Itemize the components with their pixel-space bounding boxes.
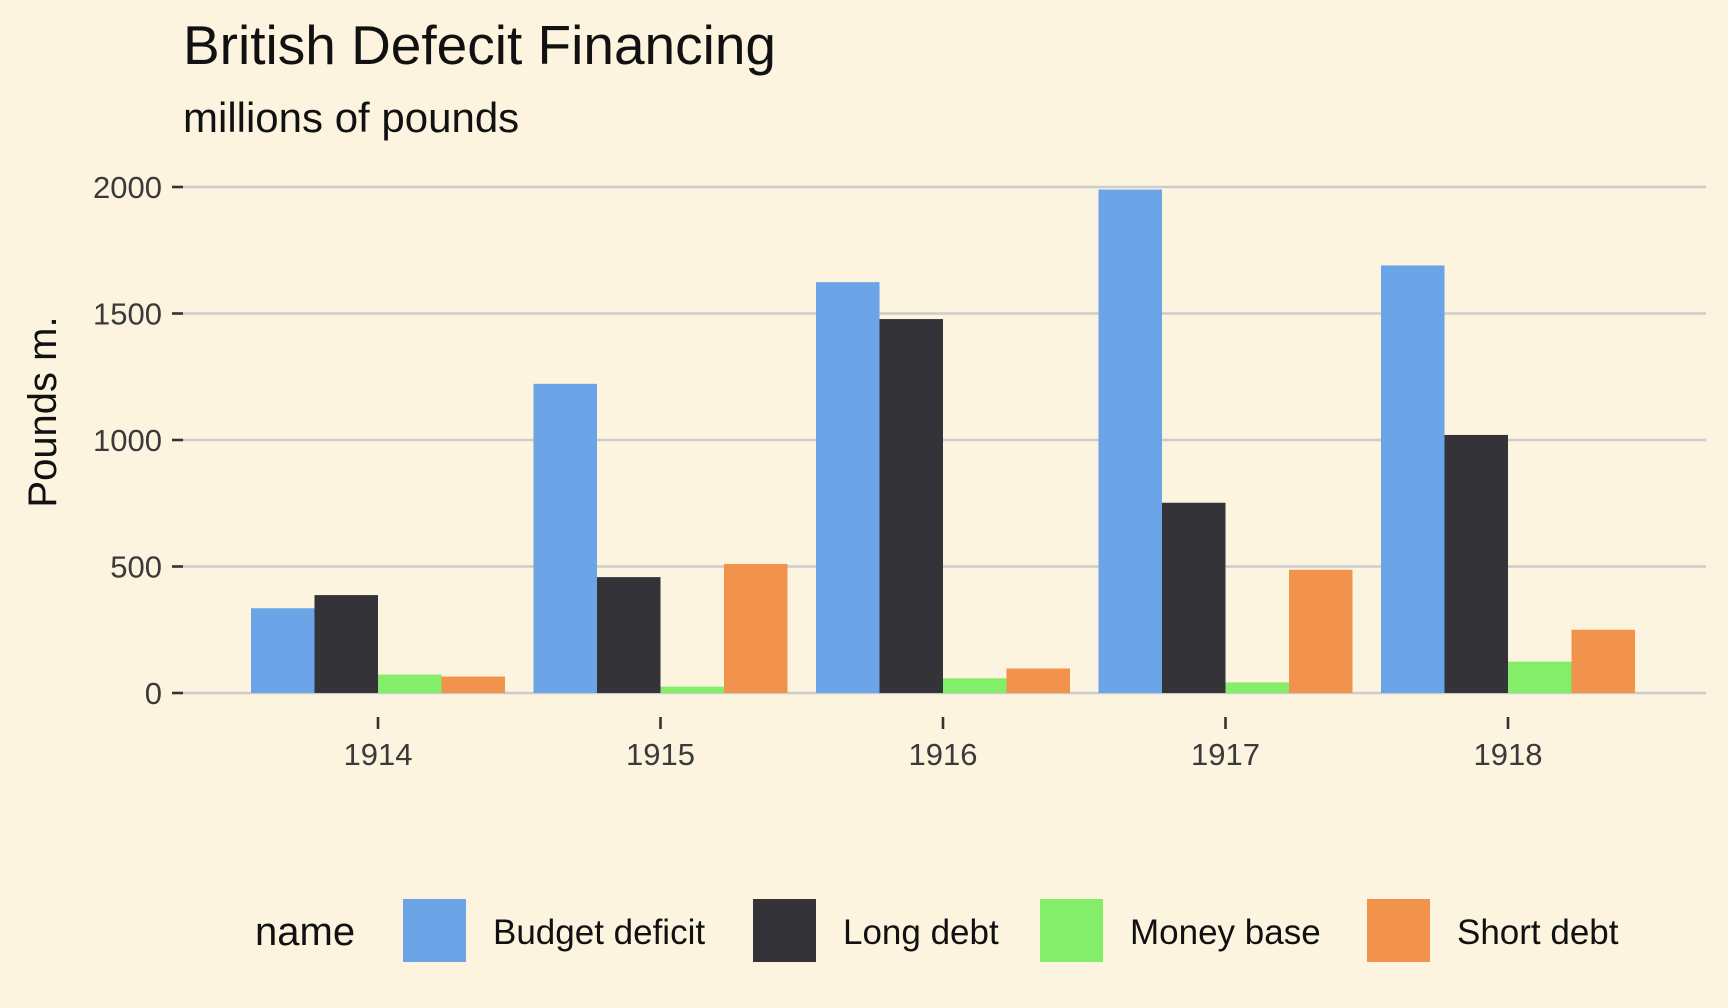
bar-1918-2 <box>1508 661 1572 693</box>
legend-label: Money base <box>1130 913 1321 952</box>
bar-1918-3 <box>1571 629 1635 693</box>
legend: name Budget deficit Long debt Money base Sh… <box>255 899 1619 962</box>
chart-title: British Defecit Financing <box>183 14 776 76</box>
legend-swatch <box>1367 899 1430 962</box>
bar-1915-0 <box>533 383 597 693</box>
bar-1916-1 <box>879 319 943 693</box>
bar-1918-0 <box>1381 265 1445 693</box>
x-tick-label: 1916 <box>909 737 978 772</box>
legend-swatch <box>753 899 816 962</box>
bar-1917-0 <box>1098 189 1162 693</box>
x-tick-label: 1914 <box>344 737 413 772</box>
axes: 0 500 1000 1500 2000 1914 1915 1916 1917 1918 <box>93 170 1542 772</box>
legend-title: name <box>255 910 355 954</box>
bar-1914-3 <box>441 676 505 693</box>
bar-1914-2 <box>378 674 442 693</box>
bar-1917-1 <box>1162 502 1226 693</box>
legend-label: Short debt <box>1457 913 1619 952</box>
y-tick-label: 0 <box>145 676 162 711</box>
legend-label: Budget deficit <box>493 913 705 952</box>
bar-1916-2 <box>943 678 1007 693</box>
bar-1916-3 <box>1006 668 1070 693</box>
x-tick-label: 1917 <box>1191 737 1260 772</box>
legend-swatch <box>403 899 466 962</box>
y-tick-label: 1000 <box>93 423 162 458</box>
bar-1914-0 <box>251 608 315 693</box>
y-axis-label: Pounds m. <box>21 316 65 507</box>
bar-1914-1 <box>314 595 378 693</box>
chart-subtitle: millions of pounds <box>183 94 519 141</box>
bar-1917-2 <box>1225 682 1289 693</box>
legend-label: Long debt <box>843 913 999 952</box>
bar-1915-1 <box>597 577 661 693</box>
legend-swatch <box>1040 899 1103 962</box>
y-tick-label: 500 <box>110 550 162 585</box>
x-tick-label: 1915 <box>626 737 695 772</box>
y-tick-label: 1500 <box>93 297 162 332</box>
bar-1917-3 <box>1289 569 1353 693</box>
x-tick-label: 1918 <box>1474 737 1543 772</box>
bar-1915-3 <box>724 563 788 693</box>
bar-1916-0 <box>816 282 880 693</box>
bars <box>251 189 1635 693</box>
bar-1915-2 <box>660 686 724 693</box>
y-tick-label: 2000 <box>93 170 162 205</box>
bar-1918-1 <box>1444 434 1508 693</box>
